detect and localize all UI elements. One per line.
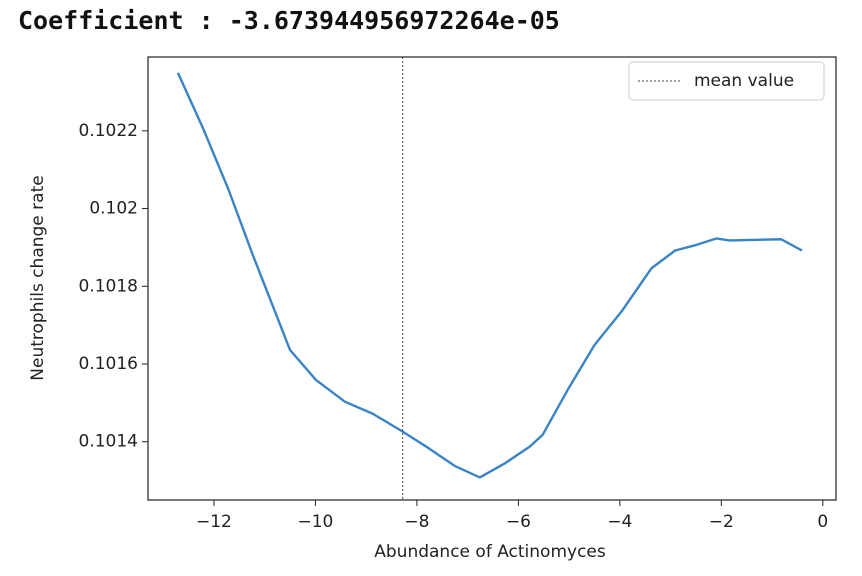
chart-title: Coefficient : -3.673944956972264e-05 [18, 6, 560, 35]
legend-label: mean value [694, 71, 794, 91]
x-tick-label: −10 [297, 512, 333, 532]
data-line [176, 72, 803, 479]
y-tick-label: 0.1016 [79, 354, 138, 374]
x-tick-label: −2 [709, 512, 734, 532]
y-axis-label: Neutrophils change rate [28, 175, 48, 380]
y-tick-label: 0.1018 [79, 276, 138, 296]
y-tick-label: 0.1022 [79, 121, 138, 141]
x-tick-label: −8 [404, 512, 429, 532]
x-tick-label: −12 [196, 512, 232, 532]
x-tick-label: −6 [506, 512, 531, 532]
x-axis-label: Abundance of Actinomyces [374, 542, 606, 562]
x-tick-label: −4 [607, 512, 632, 532]
legend-box [628, 61, 825, 101]
plot-frame [147, 56, 837, 501]
y-tick-label: 0.1014 [79, 432, 138, 452]
y-tick-label: 0.102 [89, 199, 138, 219]
x-tick-label: 0 [817, 512, 828, 532]
